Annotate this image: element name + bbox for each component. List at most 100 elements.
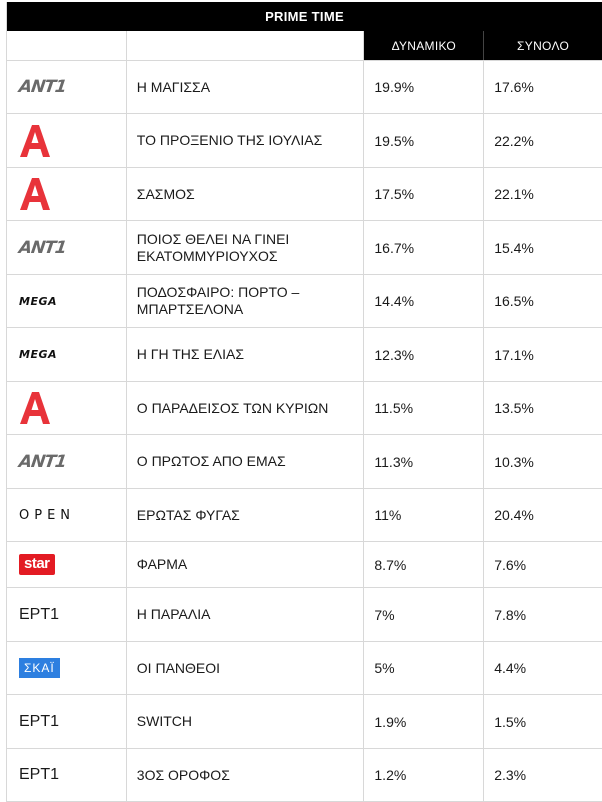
ert1-logo: ΕΡΤ 1	[19, 766, 59, 784]
table-row: ANT1 Ο ΠΡΩΤΟΣ ΑΠΟ ΕΜΑΣ 11.3% 10.3%	[7, 435, 602, 489]
dynamic-value: 11.3%	[364, 435, 485, 488]
total-value: 17.1%	[494, 346, 534, 363]
channel-cell: ΕΡΤ 1	[7, 695, 127, 748]
total-value: 4.4%	[494, 660, 527, 676]
ert-logo-text: ΕΡΤ	[19, 605, 51, 623]
alpha-logo	[19, 124, 51, 158]
dynamic-value: 19.9%	[364, 61, 485, 113]
table-row: Ο ΠΑΡΑΔΕΙΣΟΣ ΤΩΝ ΚΥΡΙΩΝ 11.5% 13.5%	[7, 382, 602, 435]
show-title: Ο ΠΡΩΤΟΣ ΑΠΟ ΕΜΑΣ	[127, 435, 365, 488]
total-value: 7.8%	[494, 606, 527, 623]
ant1-logo: ANT1	[18, 238, 68, 258]
dynamic-value: 5%	[364, 642, 485, 694]
ant1-logo-text: ANT1	[17, 237, 68, 258]
total-value: 2.3%	[494, 767, 527, 783]
show-title: Η ΓΗ ΤΗΣ ΕΛΙΑΣ	[127, 328, 365, 381]
show-title: Η ΜΑΓΙΣΣΑ	[127, 61, 365, 113]
column-header-row: ΔΥΝΑΜΙΚΟ ΣΥΝΟΛΟ	[7, 31, 602, 61]
dynamic-value: 1.2%	[364, 749, 485, 801]
ant1-logo: ANT1	[18, 77, 68, 97]
channel-cell: ANT1	[7, 221, 127, 274]
total-value: 15.4%	[494, 239, 534, 256]
channel-cell	[7, 114, 127, 167]
channel-cell: ΣΚΑΪ	[7, 642, 127, 694]
dynamic-value: 11.5%	[364, 382, 485, 434]
ert-logo-number: 1	[50, 712, 60, 730]
table-row: ANT1 ΠΟΙΟΣ ΘΕΛΕΙ ΝΑ ΓΙΝΕΙ ΕΚΑΤΟΜΜΥΡΙΟΥΧΟΣ…	[7, 221, 602, 275]
table-row: MEGA ΠΟΔΟΣΦΑΙΡΟ: ΠΟΡΤΟ – ΜΠΑΡΤΣΕΛΟΝΑ 14.4%…	[7, 275, 602, 328]
mega-logo: MEGA	[19, 348, 58, 361]
ert1-logo: ΕΡΤ 1	[19, 606, 59, 624]
table-row: ΤΟ ΠΡΟΞΕΝΙΟ ΤΗΣ ΙΟΥΛΙΑΣ 19.5% 22.2%	[7, 114, 602, 168]
dynamic-value: 14.4%	[364, 275, 485, 327]
show-title: ΕΡΩΤΑΣ ΦΥΓΑΣ	[127, 489, 365, 541]
total-value: 1.5%	[494, 713, 527, 730]
ert-logo-number: 1	[50, 605, 60, 623]
header-empty-logo	[7, 31, 127, 60]
ant1-logo-text: ANT1	[17, 451, 68, 472]
ert-logo-number: 1	[50, 766, 60, 783]
channel-cell	[7, 168, 127, 220]
show-title: Ο ΠΑΡΑΔΕΙΣΟΣ ΤΩΝ ΚΥΡΙΩΝ	[127, 382, 365, 434]
table-row: ΣΑΣΜΟΣ 17.5% 22.1%	[7, 168, 602, 221]
total-value: 13.5%	[494, 400, 534, 416]
table-row: MEGA Η ΓΗ ΤΗΣ ΕΛΙΑΣ 12.3% 17.1%	[7, 328, 602, 382]
table-row: ΕΡΤ 1 3ΟΣ ΟΡΟΦΟΣ 1.2% 2.3%	[7, 749, 602, 802]
open-logo: OPEN	[19, 507, 76, 523]
table-title: PRIME TIME	[7, 2, 602, 31]
channel-cell: star	[7, 542, 127, 587]
show-title: ΟΙ ΠΑΝΘΕΟΙ	[127, 642, 365, 694]
dynamic-value: 1.9%	[364, 695, 485, 748]
header-empty-show	[127, 31, 365, 60]
channel-cell: ANT1	[7, 61, 127, 113]
star-logo: star	[19, 554, 55, 575]
total-value: 22.2%	[494, 132, 534, 149]
dynamic-value: 16.7%	[364, 221, 485, 274]
dynamic-value: 11%	[364, 489, 485, 541]
total-value: 17.6%	[494, 79, 534, 95]
ert-logo-text: ΕΡΤ	[19, 712, 51, 730]
show-title: 3ΟΣ ΟΡΟΦΟΣ	[127, 749, 365, 801]
total-value: 20.4%	[494, 507, 534, 523]
channel-cell: OPEN	[7, 489, 127, 541]
channel-cell: MEGA	[7, 328, 127, 381]
channel-cell: ANT1	[7, 435, 127, 488]
header-dynamic: ΔΥΝΑΜΙΚΟ	[364, 31, 485, 60]
ert-logo-text: ΕΡΤ	[19, 766, 51, 783]
show-title: ΠΟΔΟΣΦΑΙΡΟ: ΠΟΡΤΟ – ΜΠΑΡΤΣΕΛΟΝΑ	[127, 275, 365, 327]
dynamic-value: 8.7%	[364, 542, 485, 587]
show-title: ΣΑΣΜΟΣ	[127, 168, 365, 220]
dynamic-value: 7%	[364, 588, 485, 641]
alpha-logo	[19, 177, 51, 211]
channel-cell: MEGA	[7, 275, 127, 327]
table-body: ANT1 Η ΜΑΓΙΣΣΑ 19.9% 17.6% ΤΟ ΠΡΟΞΕΝΙΟ ΤΗΣ Ι…	[7, 61, 602, 802]
ant1-logo: ANT1	[18, 452, 68, 472]
table-row: ΕΡΤ 1 SWITCH 1.9% 1.5%	[7, 695, 602, 749]
show-title: ΦΑΡΜΑ	[127, 542, 365, 587]
alpha-logo	[19, 391, 51, 425]
table-row: ΕΡΤ 1 Η ΠΑΡΑΛΙΑ 7% 7.8%	[7, 588, 602, 642]
ratings-table: PRIME TIME ΔΥΝΑΜΙΚΟ ΣΥΝΟΛΟ ANT1 Η ΜΑΓΙΣΣΑ…	[6, 2, 602, 802]
dynamic-value: 17.5%	[364, 168, 485, 220]
table-row: OPEN ΕΡΩΤΑΣ ΦΥΓΑΣ 11% 20.4%	[7, 489, 602, 542]
show-title: SWITCH	[127, 695, 365, 748]
total-value: 7.6%	[494, 556, 527, 573]
channel-cell: ΕΡΤ 1	[7, 749, 127, 801]
table-row: ΣΚΑΪ ΟΙ ΠΑΝΘΕΟΙ 5% 4.4%	[7, 642, 602, 695]
total-value: 22.1%	[494, 186, 534, 202]
table-row: ANT1 Η ΜΑΓΙΣΣΑ 19.9% 17.6%	[7, 61, 602, 114]
ert1-logo: ΕΡΤ 1	[19, 713, 59, 731]
skai-logo: ΣΚΑΪ	[19, 658, 60, 678]
dynamic-value: 19.5%	[364, 114, 485, 167]
show-title: ΠΟΙΟΣ ΘΕΛΕΙ ΝΑ ΓΙΝΕΙ ΕΚΑΤΟΜΜΥΡΙΟΥΧΟΣ	[127, 221, 365, 274]
total-value: 16.5%	[494, 293, 534, 309]
total-value: 10.3%	[494, 453, 534, 470]
show-title: ΤΟ ΠΡΟΞΕΝΙΟ ΤΗΣ ΙΟΥΛΙΑΣ	[127, 114, 365, 167]
channel-cell	[7, 382, 127, 434]
channel-cell: ΕΡΤ 1	[7, 588, 127, 641]
mega-logo: MEGA	[19, 294, 58, 308]
table-row: star ΦΑΡΜΑ 8.7% 7.6%	[7, 542, 602, 588]
dynamic-value: 12.3%	[364, 328, 485, 381]
header-total: ΣΥΝΟΛΟ	[484, 31, 602, 60]
